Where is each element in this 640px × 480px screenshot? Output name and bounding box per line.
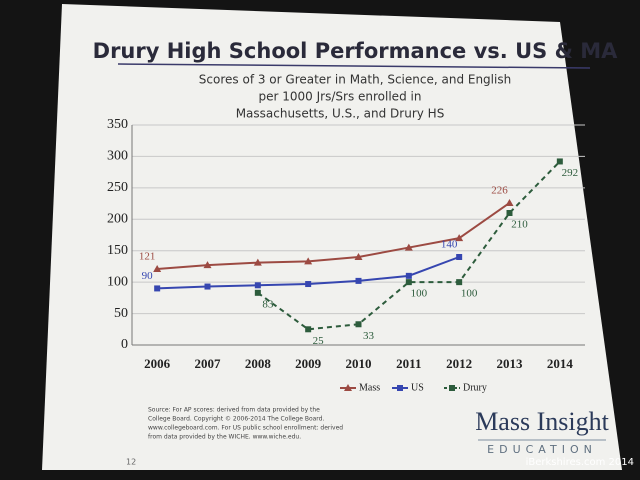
x-tick-label: 2006 — [144, 356, 171, 371]
data-point — [405, 279, 412, 286]
data-label: 292 — [562, 167, 579, 179]
data-label: 83 — [262, 298, 274, 310]
plot: 0 50 100 150 200 250 300 350 2006 2007 2008 2009 201… — [107, 117, 585, 393]
y-tick-label: 200 — [107, 212, 128, 227]
data-point — [405, 272, 412, 279]
x-tick-label: 2007 — [195, 356, 222, 371]
y-tick-label: 350 — [107, 117, 128, 132]
data-point — [304, 257, 313, 265]
data-label: 226 — [491, 184, 508, 196]
watermark: iBerkshires.com 2014 — [526, 457, 634, 468]
x-tick-label: 2008 — [245, 356, 272, 371]
data-point — [506, 210, 513, 216]
series-line — [157, 202, 511, 270]
data-point — [254, 289, 261, 296]
data-label: 100 — [461, 288, 478, 300]
x-tick-label: 2013 — [497, 356, 524, 371]
slide — [42, 4, 622, 470]
chart-title: Drury High School Performance vs. US & M… — [93, 39, 618, 63]
legend-marker — [449, 385, 455, 391]
data-point — [505, 198, 514, 206]
data-label: 140 — [441, 239, 458, 251]
x-tick-label: 2012 — [446, 356, 472, 371]
x-tick-label: 2009 — [295, 356, 322, 371]
data-point — [204, 283, 211, 290]
source-line: www.collegeboard.com. For US public scho… — [148, 425, 343, 432]
data-label: 210 — [511, 219, 528, 231]
data-point — [456, 279, 463, 286]
legend-label: Drury — [463, 382, 487, 393]
page-number: 12 — [126, 458, 136, 467]
data-point — [404, 243, 413, 251]
legend-marker — [344, 384, 352, 391]
legend-marker — [397, 385, 403, 391]
data-point — [355, 277, 362, 284]
x-tick-label: 2011 — [396, 356, 421, 371]
data-point — [305, 281, 312, 288]
data-label: 121 — [139, 250, 156, 262]
logo: Mass Insight — [475, 407, 609, 436]
subtitle: Scores of 3 or Greater in Math, Science,… — [199, 73, 511, 87]
y-tick-label: 250 — [107, 180, 128, 195]
legend-label: Mass — [359, 382, 380, 393]
data-label: 90 — [142, 270, 154, 282]
logo-sub: EDUCATION — [487, 443, 597, 456]
data-label: 100 — [411, 288, 428, 300]
y-tick-label: 0 — [121, 337, 128, 352]
data-point — [153, 264, 162, 272]
data-point — [253, 258, 262, 266]
data-label: 33 — [363, 330, 375, 342]
data-point — [203, 261, 212, 269]
data-point — [305, 326, 312, 333]
y-tick-label: 300 — [107, 149, 128, 164]
y-tick-label: 100 — [107, 274, 128, 289]
subtitle: per 1000 Jrs/Srs enrolled in — [259, 90, 422, 104]
title-rule — [117, 63, 591, 69]
data-point — [355, 321, 362, 328]
source-line: Source: For AP scores: derived from data… — [148, 407, 320, 414]
data-point — [254, 282, 261, 289]
data-label: 25 — [313, 335, 325, 347]
data-point — [556, 158, 563, 165]
x-tick-label: 2014 — [547, 356, 574, 371]
data-point — [154, 285, 161, 292]
source-line: College Board. Copyright © 2006-2014 The… — [148, 416, 324, 423]
data-point — [455, 234, 464, 242]
x-tick-label: 2010 — [346, 356, 372, 371]
y-tick-label: 150 — [107, 243, 128, 258]
data-point — [456, 254, 463, 260]
subtitle: Massachusetts, U.S., and Drury HS — [236, 107, 445, 121]
y-tick-label: 50 — [114, 306, 128, 321]
legend-label: US — [411, 382, 424, 393]
data-point — [354, 253, 363, 260]
source: Source: For AP scores: derived from data… — [148, 407, 343, 441]
source-line: from data provided by the WICHE. www.wic… — [148, 434, 301, 441]
